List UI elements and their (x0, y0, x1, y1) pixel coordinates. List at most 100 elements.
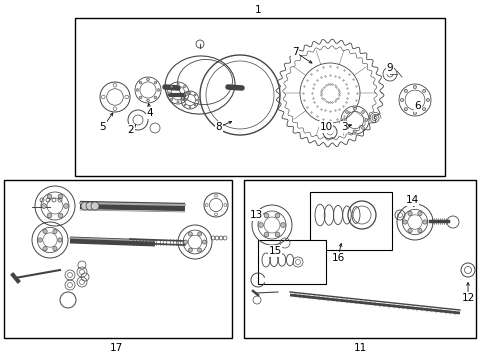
Circle shape (81, 202, 89, 210)
Text: 6: 6 (414, 101, 421, 111)
Circle shape (170, 98, 172, 100)
Text: 15: 15 (268, 246, 281, 256)
Circle shape (154, 96, 157, 99)
Circle shape (157, 89, 160, 91)
Circle shape (183, 98, 185, 100)
Circle shape (139, 81, 142, 84)
Circle shape (86, 202, 94, 210)
Circle shape (194, 104, 196, 106)
Circle shape (345, 127, 347, 129)
Circle shape (264, 213, 268, 218)
Circle shape (139, 96, 142, 99)
Circle shape (412, 111, 416, 114)
Circle shape (197, 232, 202, 236)
Circle shape (53, 229, 57, 234)
Text: 7: 7 (291, 47, 298, 57)
Text: 8: 8 (215, 122, 222, 132)
FancyArrow shape (24, 205, 32, 209)
Text: 1: 1 (254, 5, 261, 15)
Circle shape (422, 89, 425, 93)
Text: 16: 16 (331, 253, 344, 263)
Circle shape (168, 92, 170, 94)
Circle shape (189, 107, 190, 108)
Circle shape (422, 220, 426, 224)
Circle shape (170, 86, 172, 88)
Circle shape (402, 220, 407, 224)
Circle shape (183, 94, 185, 96)
Circle shape (43, 246, 47, 251)
Circle shape (426, 98, 428, 102)
Circle shape (275, 232, 279, 237)
Circle shape (188, 232, 192, 236)
Circle shape (353, 107, 356, 110)
Circle shape (188, 248, 192, 252)
Circle shape (194, 94, 196, 96)
Circle shape (364, 118, 367, 121)
Circle shape (264, 232, 268, 237)
Circle shape (146, 78, 149, 81)
Circle shape (136, 89, 139, 91)
Circle shape (146, 99, 149, 102)
Text: 3: 3 (340, 122, 346, 132)
Circle shape (102, 95, 105, 99)
Circle shape (407, 211, 411, 216)
Text: 9: 9 (386, 63, 392, 73)
Circle shape (43, 229, 47, 234)
Circle shape (58, 194, 63, 199)
Text: 5: 5 (100, 122, 106, 132)
Circle shape (412, 85, 416, 89)
Text: 2: 2 (127, 125, 134, 135)
Bar (258, 240, 325, 284)
Bar (4, 180, 231, 338)
Circle shape (196, 99, 198, 101)
Circle shape (407, 228, 411, 233)
Bar (309, 192, 391, 250)
Bar (244, 180, 475, 338)
Circle shape (182, 99, 183, 101)
Text: 11: 11 (353, 343, 366, 353)
Circle shape (58, 213, 63, 218)
Circle shape (177, 101, 179, 103)
Circle shape (58, 238, 62, 242)
Circle shape (345, 111, 347, 113)
Circle shape (124, 95, 128, 99)
Circle shape (177, 83, 179, 85)
Circle shape (113, 107, 117, 111)
Circle shape (205, 203, 208, 206)
Circle shape (353, 130, 356, 133)
Circle shape (422, 108, 425, 111)
Circle shape (63, 204, 68, 208)
Circle shape (361, 127, 364, 129)
Circle shape (197, 248, 202, 252)
Circle shape (154, 81, 157, 84)
Circle shape (47, 213, 52, 218)
Circle shape (224, 203, 226, 206)
Text: 10: 10 (319, 122, 332, 132)
Circle shape (53, 246, 57, 251)
Circle shape (185, 92, 187, 94)
Text: 14: 14 (405, 195, 418, 205)
Circle shape (214, 194, 217, 197)
Circle shape (202, 240, 206, 244)
Circle shape (41, 204, 46, 208)
Circle shape (258, 222, 263, 228)
Circle shape (404, 108, 407, 111)
Circle shape (183, 240, 187, 244)
Circle shape (280, 222, 285, 228)
Circle shape (417, 228, 421, 233)
Circle shape (38, 238, 42, 242)
Circle shape (47, 194, 52, 199)
Circle shape (400, 98, 403, 102)
Circle shape (189, 92, 190, 94)
Text: 17: 17 (109, 343, 122, 353)
Circle shape (214, 213, 217, 216)
Bar (75, 18, 444, 176)
Circle shape (183, 104, 185, 106)
Circle shape (183, 86, 185, 88)
Text: 13: 13 (249, 210, 262, 220)
Text: 4: 4 (146, 108, 153, 118)
Text: 12: 12 (461, 293, 474, 303)
Circle shape (361, 111, 364, 113)
Circle shape (417, 211, 421, 216)
Circle shape (404, 89, 407, 93)
